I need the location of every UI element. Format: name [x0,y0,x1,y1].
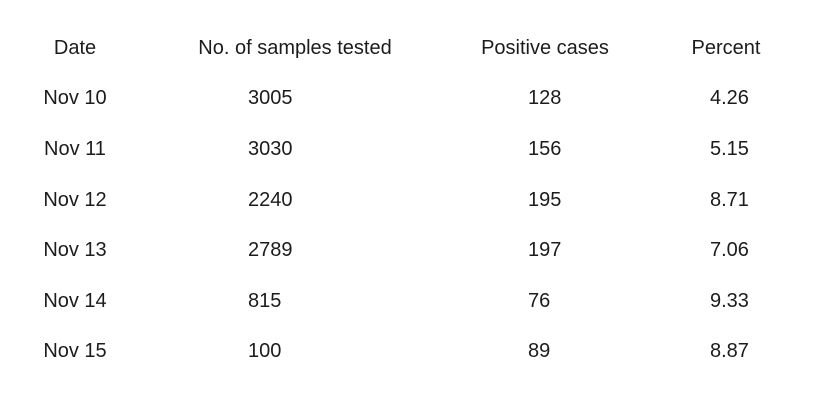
cell-percent: 8.87 [710,340,749,363]
cell-positive-cases: 128 [528,87,562,110]
cell-date: Nov 14 [43,289,107,312]
cell-samples-tested: 815 [248,289,282,312]
samples-table: Date No. of samples tested Positive case… [0,23,802,377]
column-header-positive-cases: Positive cases [481,36,609,59]
cell-samples-tested: 3030 [248,137,293,160]
cell-samples-tested: 2240 [248,188,293,211]
cell-date: Nov 12 [43,188,107,211]
cell-date: Nov 11 [44,137,106,160]
cell-percent: 4.26 [710,87,749,110]
cell-positive-cases: 195 [528,188,562,211]
cell-positive-cases: 197 [528,239,562,262]
cell-date: Nov 13 [43,239,107,262]
cell-positive-cases: 89 [528,340,551,363]
column-header-date: Date [53,36,97,59]
column-header-percent: Percent [691,36,761,59]
cell-percent: 8.71 [710,188,749,211]
cell-samples-tested: 2789 [248,239,293,262]
cell-date: Nov 15 [43,340,107,363]
cell-samples-tested: 3005 [248,87,293,110]
cell-positive-cases: 156 [528,137,562,160]
cell-percent: 7.06 [710,239,749,262]
cell-percent: 5.15 [710,137,749,160]
column-header-samples-tested: No. of samples tested [198,36,392,59]
cell-positive-cases: 76 [528,289,551,312]
cell-samples-tested: 100 [248,340,282,363]
cell-date: Nov 10 [43,87,107,110]
cell-percent: 9.33 [710,289,749,312]
